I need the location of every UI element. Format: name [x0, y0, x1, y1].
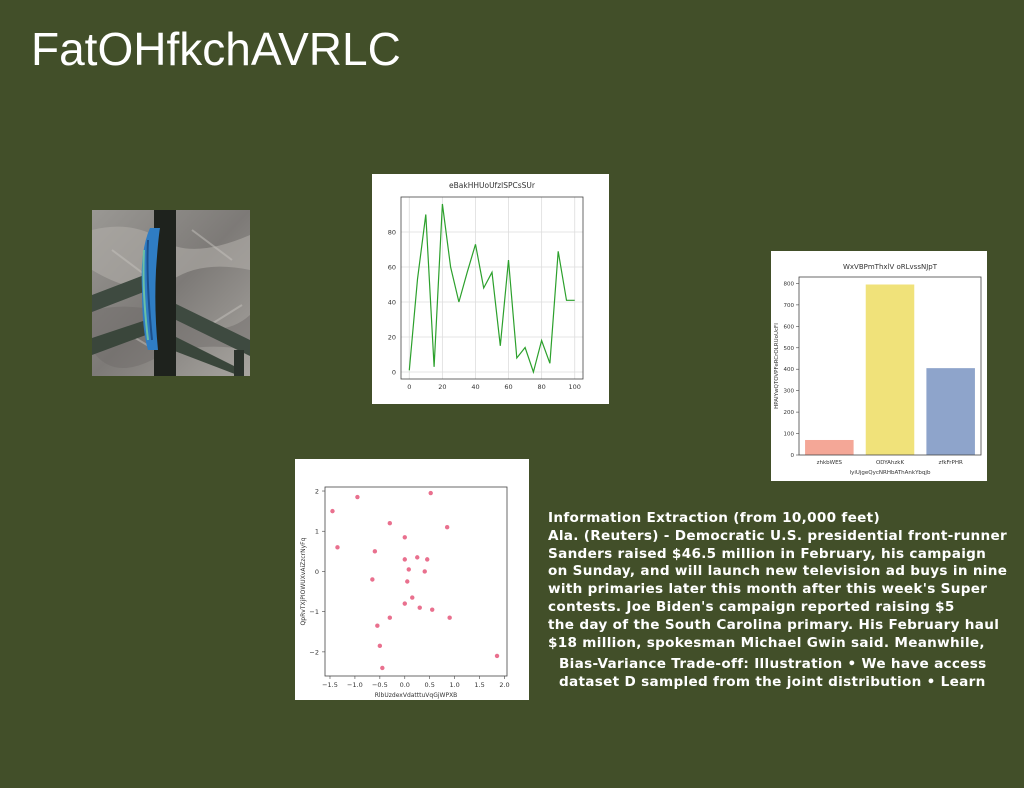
scatter-point	[402, 535, 407, 540]
x-tick-label: 0.0	[400, 681, 410, 689]
x-tick-label: −1.0	[347, 681, 363, 689]
y-tick-label: 600	[784, 324, 795, 330]
scatter-point	[375, 623, 380, 628]
text-line: Sanders raised $46.5 million in February…	[548, 545, 987, 562]
y-tick-label: 400	[784, 367, 795, 373]
scatter-point	[444, 525, 450, 530]
y-tick-label: 60	[388, 264, 396, 272]
x-tick-label: zhkbWES	[817, 460, 843, 466]
x-tick-label: −1.5	[322, 681, 338, 689]
y-tick-label: 100	[784, 432, 795, 438]
scatter-point	[494, 653, 500, 659]
scatter-point	[387, 520, 393, 526]
y-tick-label: 0	[791, 453, 795, 459]
line-chart-panel: eBakHHUoUfzlSPCsSUr 0 20 40 60 80 0 20 40 60 80 100	[372, 174, 609, 404]
line-chart: eBakHHUoUfzlSPCsSUr 0 20 40 60 80 0 20 40 60 80 100	[388, 181, 584, 391]
page-title: FatOHfkchAVRLC	[31, 23, 401, 75]
scatter-point	[415, 555, 420, 560]
scatter-point	[402, 601, 407, 606]
x-tick-label: 40	[471, 383, 479, 391]
text-line: dataset D sampled from the joint distrib…	[559, 674, 986, 691]
text-line: with primaries later this month after th…	[548, 581, 988, 598]
plot-frame	[400, 196, 584, 380]
x-tick-label: ODYAhzkK	[876, 460, 905, 466]
bar	[865, 284, 915, 455]
x-axis-label: lyiUjgeQycNRHbAThAnkYbqjb	[850, 470, 931, 476]
x-tick-label: 100	[569, 383, 581, 391]
text-line: Information Extraction (from 10,000 feet…	[548, 510, 880, 526]
scatter-point	[335, 545, 340, 550]
scatter-point	[410, 595, 415, 600]
text-line: $18 million, spokesman Michael Gwin said…	[548, 634, 985, 651]
chart-title: WxVBPmThxlV oRLvssNJpT	[843, 263, 938, 271]
x-tick-label: 2.0	[499, 681, 509, 689]
scatter-point	[425, 557, 430, 562]
y-tick-label: 1	[315, 528, 319, 536]
scatter-point	[380, 665, 385, 671]
y-tick-label: 500	[784, 346, 795, 352]
scatter-point	[428, 490, 433, 496]
text-line: on Sunday, and will launch new televisio…	[548, 563, 1008, 580]
x-tick-label: 80	[537, 383, 545, 391]
x-tick-label: 1.5	[474, 681, 484, 689]
text-paragraph-2: Bias-Variance Trade-off: Illustration • …	[548, 656, 1024, 692]
y-tick-label: 40	[388, 299, 396, 307]
bar-chart-panel: WxVBPmThxlV oRLvssNJpT 0 100 200 300 400 500 60…	[771, 251, 987, 481]
x-axis-label: RlbUzdexVdatttuVqGjWPXB	[375, 692, 458, 699]
fence-photo	[92, 210, 250, 376]
y-tick-label: 2	[315, 488, 319, 496]
y-tick-label: −2	[309, 648, 319, 656]
y-axis-label: QpRvTXjPIOWUXvAiZzcrNyFq	[300, 537, 307, 625]
y-tick-label: 300	[784, 389, 795, 395]
scatter-chart: −2 −1 0 1 2 −1.5 −1.0 −0.5 0.0 0.5 1.0 1.5 2.0 RlbUzd…	[300, 486, 510, 699]
text-line: Ala. (Reuters) - Democratic U.S. preside…	[548, 527, 1008, 544]
bar-chart: WxVBPmThxlV oRLvssNJpT 0 100 200 300 400 500 60…	[774, 263, 982, 476]
plot-frame	[324, 486, 508, 677]
y-tick-label: 0	[315, 568, 319, 576]
text-line: contests. Joe Biden's campaign reported …	[548, 598, 955, 615]
scatter-point	[417, 605, 422, 610]
x-tick-label: 20	[438, 383, 446, 391]
text-block: Information Extraction (from 10,000 feet…	[548, 510, 1024, 692]
x-tick-label: 60	[504, 383, 512, 391]
text-paragraph-1: Information Extraction (from 10,000 feet…	[548, 510, 1024, 652]
text-line: Bias-Variance Trade-off: Illustration • …	[559, 656, 987, 673]
scatter-point	[447, 615, 452, 620]
scatter-point	[430, 607, 435, 612]
scatter-point	[372, 549, 378, 554]
y-tick-label: 200	[784, 410, 795, 416]
chart-title: eBakHHUoUfzlSPCsSUr	[449, 181, 536, 190]
scatter-point	[330, 508, 335, 514]
bar	[805, 439, 854, 455]
y-tick-label: −1	[309, 608, 319, 616]
scatter-chart-panel: −2 −1 0 1 2 −1.5 −1.0 −0.5 0.0 0.5 1.0 1.5 2.0 RlbUzd…	[295, 459, 529, 700]
x-tick-label: 0	[407, 383, 411, 391]
y-tick-label: 800	[784, 281, 795, 287]
bar	[926, 368, 975, 455]
x-tick-label: 0.5	[425, 681, 435, 689]
scatter-point	[402, 557, 407, 562]
x-tick-label: −0.5	[372, 681, 388, 689]
scatter-point	[405, 579, 410, 584]
series-line	[408, 203, 575, 375]
scatter-point	[377, 643, 383, 649]
y-tick-label: 80	[388, 229, 396, 237]
text-line: the day of the South Carolina primary. H…	[548, 616, 1000, 633]
scatter-point	[422, 569, 427, 574]
x-tick-label: zfkFrPHR	[939, 460, 963, 466]
y-tick-label: 700	[784, 303, 795, 309]
y-tick-label: 0	[392, 369, 396, 377]
y-axis-label: HPAIYwQTOVPFeRCrOLRUoUcFI	[774, 323, 780, 409]
scatter-point	[370, 577, 375, 582]
scatter-point	[355, 494, 360, 500]
fence-with-towel-photo-icon	[92, 210, 250, 376]
plot-frame	[798, 276, 982, 456]
scatter-point	[406, 567, 411, 572]
y-tick-label: 20	[388, 334, 396, 342]
x-tick-label: 1.0	[449, 681, 459, 689]
scatter-point	[387, 615, 393, 620]
